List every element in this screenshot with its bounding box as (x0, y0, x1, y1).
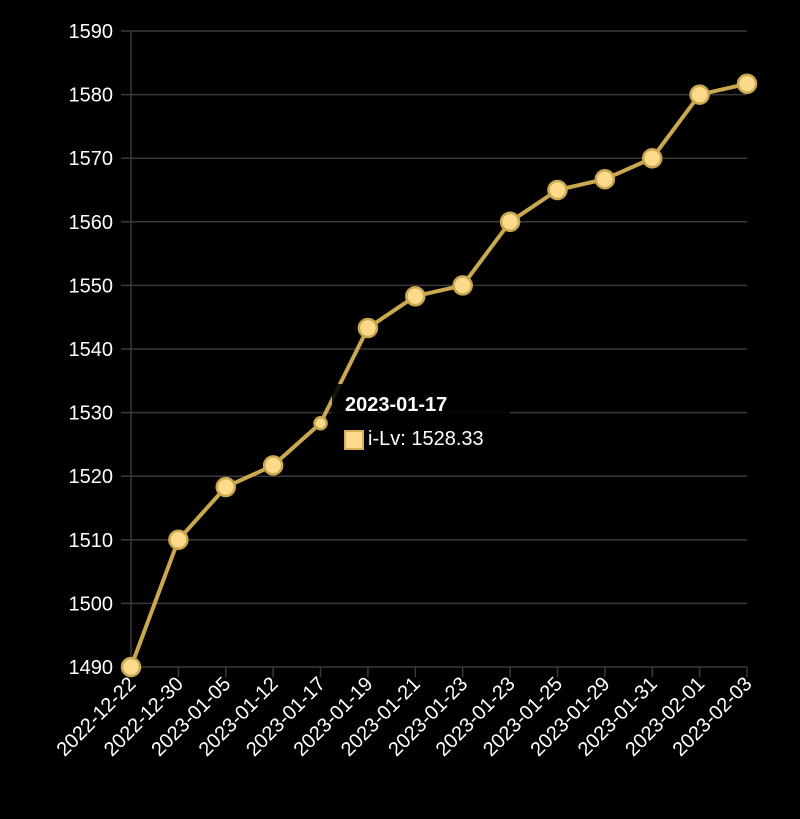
tooltip-row: i-Lv: 1528.33 (344, 428, 484, 451)
data-point (547, 179, 568, 201)
y-tick-label-1580: 1580 (69, 85, 114, 107)
tooltip-series-swatch (344, 429, 364, 450)
grid-lines (121, 30, 747, 668)
data-point (499, 211, 521, 233)
y-tick-label-1520: 1520 (69, 466, 114, 488)
tooltip-series-label: i-Lv (368, 428, 401, 450)
y-tick-label-1500: 1500 (69, 593, 114, 615)
tooltip-separator: : (400, 428, 412, 450)
data-point (689, 84, 710, 105)
series-i-lv (120, 73, 758, 678)
data-point (405, 285, 426, 307)
data-point (357, 317, 379, 339)
tooltip: 2023-01-17 i-Lv: 1528.33 (332, 384, 510, 460)
y-tick-label-1590: 1590 (69, 21, 114, 43)
y-tick-label-1560: 1560 (69, 212, 114, 234)
y-axis: 1490 1500 1510 1520 1530 1540 1550 1560 1570 1580… (69, 21, 132, 679)
y-tick-label-1550: 1550 (69, 275, 114, 297)
data-point (452, 275, 473, 296)
y-tick-label-1540: 1540 (69, 339, 114, 361)
y-tick-label-1510: 1510 (69, 530, 114, 552)
data-point (168, 529, 189, 551)
data-point (736, 73, 758, 95)
data-point (215, 476, 237, 498)
series-line-i-lv (129, 81, 748, 668)
y-tick-label-1490: 1490 (69, 657, 114, 679)
x-axis: 2022-12-222022-12-302023-01-052023-01-12… (53, 667, 757, 761)
tooltip-value: 1528.33 (411, 428, 484, 450)
data-point (594, 168, 616, 190)
y-tick-label-1570: 1570 (69, 148, 114, 170)
y-tick-label-1530: 1530 (69, 403, 114, 425)
tooltip-title: 2023-01-17 (345, 394, 448, 416)
data-point (641, 147, 663, 169)
data-point (313, 415, 328, 431)
data-point (120, 656, 142, 678)
data-point (262, 455, 284, 476)
